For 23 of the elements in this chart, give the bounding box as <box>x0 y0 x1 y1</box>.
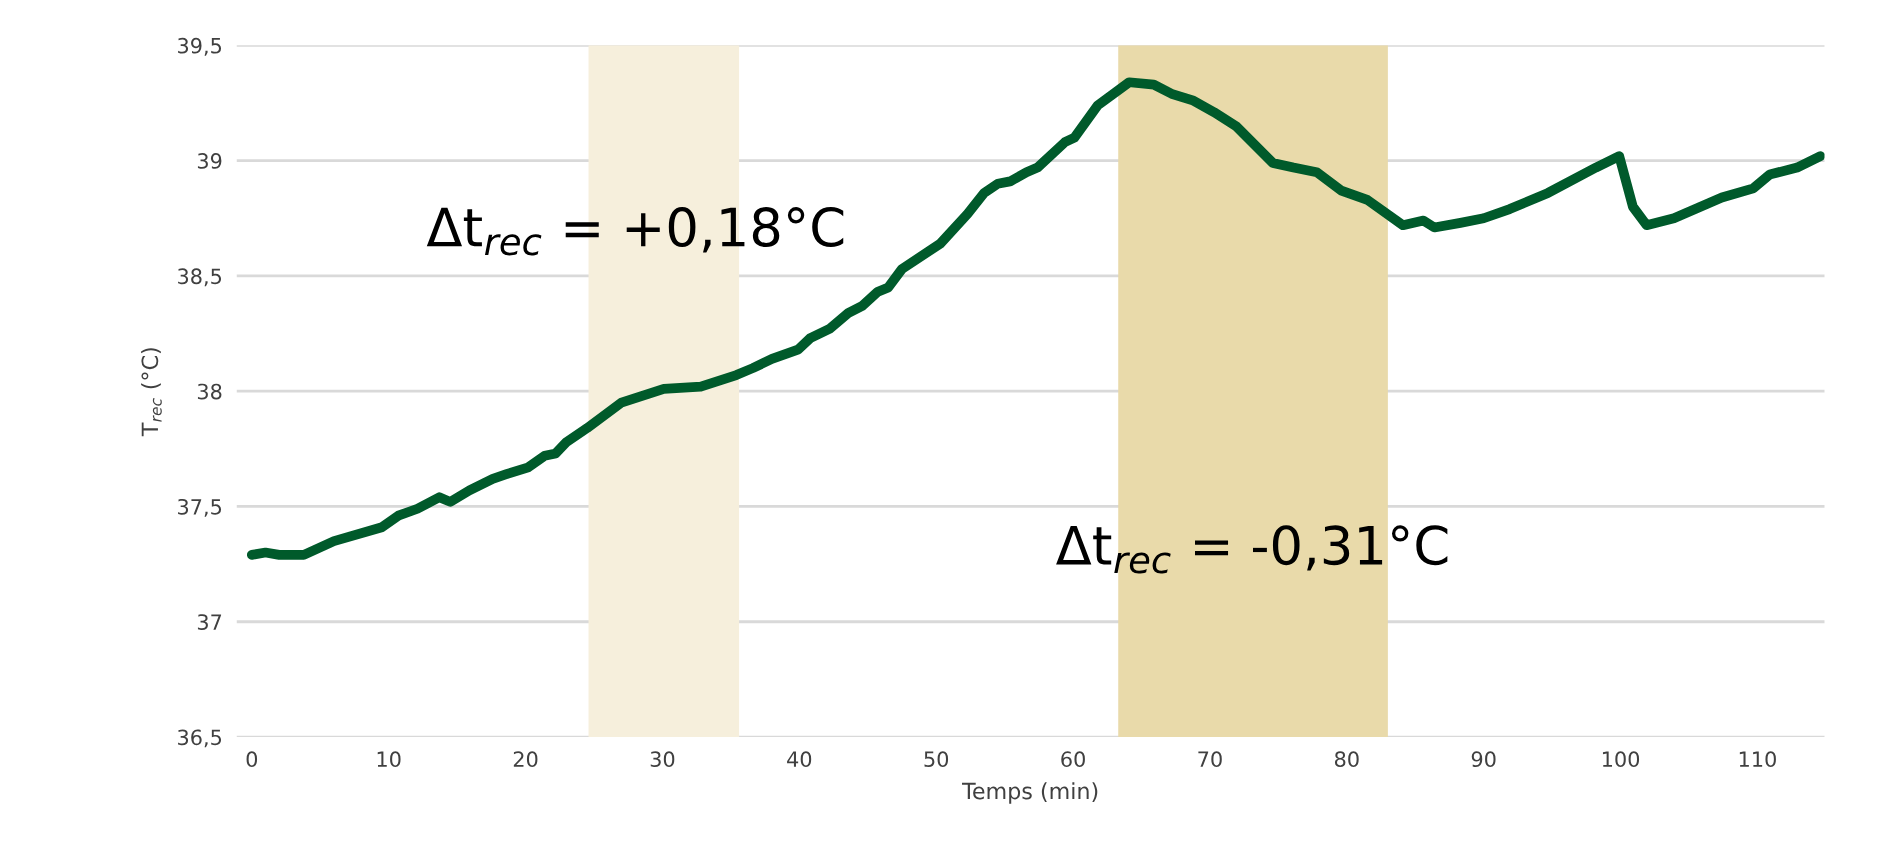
x-tick-label: 30 <box>650 751 675 768</box>
y-tick-label: 37,5 <box>178 498 222 517</box>
y-axis-title: T$_{rec}$ (°C) <box>141 348 162 437</box>
y-tick-label: 38,5 <box>178 268 222 287</box>
x-tick-label: 50 <box>924 751 949 768</box>
x-tick-label: 60 <box>1061 751 1085 768</box>
x-tick-label: 40 <box>787 751 812 768</box>
y-tick-label: 39 <box>197 153 222 169</box>
y-tick-label: 37 <box>197 614 222 630</box>
x-tick-label: 80 <box>1334 751 1359 768</box>
y-tick-label: 38 <box>197 383 222 400</box>
x-tick-label: 70 <box>1198 751 1222 768</box>
x-tick-label: 100 <box>1602 751 1640 768</box>
y-tick-label: 36,5 <box>178 729 222 748</box>
y-tick-label: 39,5 <box>178 37 222 56</box>
x-tick-label: 110 <box>1739 751 1776 768</box>
x-tick-label: 10 <box>377 751 401 768</box>
band-label: Δt$_{rec}$ = +0,18°C <box>426 207 844 256</box>
x-tick-label: 20 <box>513 751 538 768</box>
x-axis-title: Temps (min) <box>962 782 1098 804</box>
x-tick-label: 0 <box>246 751 258 768</box>
band-label: Δt$_{rec}$ = -0,31°C <box>1056 525 1448 574</box>
x-tick-label: 90 <box>1471 751 1496 768</box>
